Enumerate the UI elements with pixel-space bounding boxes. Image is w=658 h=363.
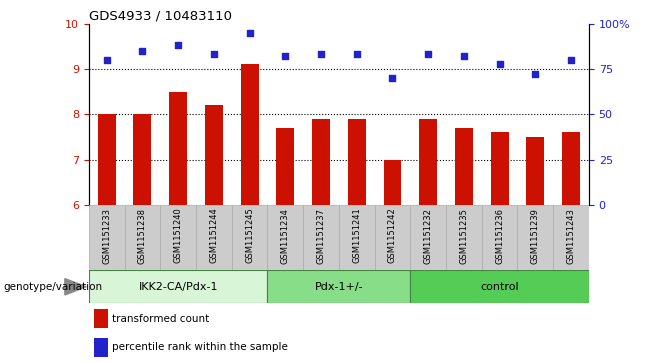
Bar <box>205 105 223 205</box>
Bar <box>98 114 116 205</box>
Bar <box>384 160 401 205</box>
Bar <box>89 270 267 303</box>
Bar <box>94 309 108 328</box>
Bar <box>348 119 366 205</box>
Text: percentile rank within the sample: percentile rank within the sample <box>113 342 288 352</box>
Bar <box>232 205 267 270</box>
Bar <box>482 205 517 270</box>
Text: GSM1151242: GSM1151242 <box>388 208 397 264</box>
Point <box>351 52 362 57</box>
Point <box>244 30 255 36</box>
Bar <box>419 119 437 205</box>
Point <box>387 75 397 81</box>
Text: GSM1151245: GSM1151245 <box>245 208 254 264</box>
Text: control: control <box>480 282 519 292</box>
Bar <box>267 205 303 270</box>
Bar <box>161 205 196 270</box>
Bar <box>491 132 509 205</box>
Point <box>566 57 576 63</box>
Point <box>137 48 147 54</box>
Text: GSM1151234: GSM1151234 <box>281 208 290 264</box>
Bar <box>411 270 589 303</box>
Bar <box>526 137 544 205</box>
Text: transformed count: transformed count <box>113 314 210 324</box>
Text: GSM1151241: GSM1151241 <box>352 208 361 264</box>
Point <box>280 53 291 59</box>
Point <box>316 52 326 57</box>
Bar <box>517 205 553 270</box>
Polygon shape <box>65 279 86 295</box>
Text: GSM1151243: GSM1151243 <box>567 208 576 264</box>
Point <box>494 61 505 66</box>
Text: GSM1151239: GSM1151239 <box>531 208 540 264</box>
Bar <box>455 128 473 205</box>
Text: GSM1151233: GSM1151233 <box>102 208 111 264</box>
Text: GSM1151238: GSM1151238 <box>138 208 147 264</box>
Point <box>209 52 219 57</box>
Point <box>530 72 541 77</box>
Text: GSM1151232: GSM1151232 <box>424 208 433 264</box>
Point <box>173 42 184 48</box>
Point <box>101 57 112 63</box>
Bar <box>303 205 339 270</box>
Bar <box>411 205 446 270</box>
Bar <box>134 114 151 205</box>
Bar <box>312 119 330 205</box>
Text: genotype/variation: genotype/variation <box>3 282 103 292</box>
Text: Pdx-1+/-: Pdx-1+/- <box>315 282 363 292</box>
Text: GSM1151235: GSM1151235 <box>459 208 468 264</box>
Point <box>423 52 434 57</box>
Bar <box>446 205 482 270</box>
Text: GSM1151240: GSM1151240 <box>174 208 183 264</box>
Bar <box>339 205 374 270</box>
Bar <box>374 205 411 270</box>
Bar <box>553 205 589 270</box>
Bar <box>169 91 187 205</box>
Text: GSM1151237: GSM1151237 <box>316 208 326 264</box>
Point <box>459 53 469 59</box>
Bar <box>241 65 259 205</box>
Bar <box>267 270 411 303</box>
Bar <box>94 338 108 357</box>
Bar <box>562 132 580 205</box>
Bar <box>124 205 161 270</box>
Bar <box>196 205 232 270</box>
Text: IKK2-CA/Pdx-1: IKK2-CA/Pdx-1 <box>138 282 218 292</box>
Bar <box>89 205 124 270</box>
Text: GSM1151236: GSM1151236 <box>495 208 504 264</box>
Text: GDS4933 / 10483110: GDS4933 / 10483110 <box>89 9 232 23</box>
Bar <box>276 128 294 205</box>
Text: GSM1151244: GSM1151244 <box>209 208 218 264</box>
